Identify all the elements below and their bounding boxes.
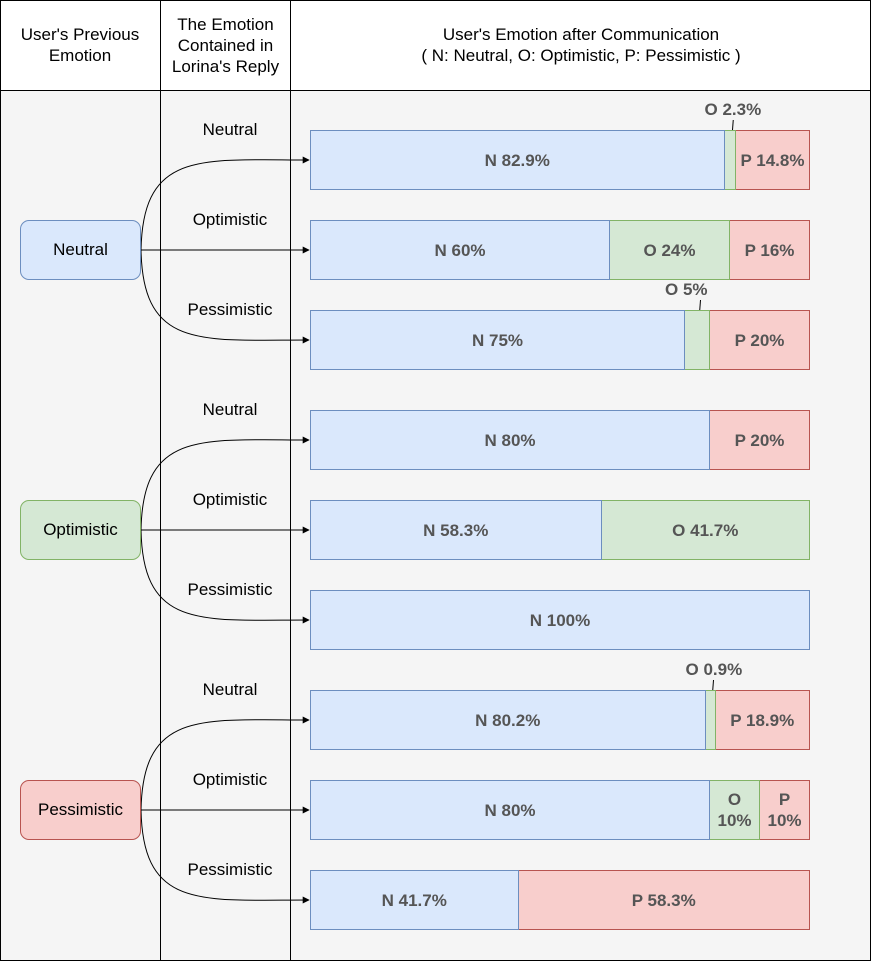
reply-label-optimistic: Optimistic: [192, 210, 268, 229]
bar-segment-pessimistic: P 20%: [710, 410, 810, 470]
bar-segment-pessimistic: P 18.9%: [715, 690, 810, 750]
state-optimistic: Optimistic: [20, 500, 141, 560]
bar-segment-optimistic: [685, 310, 710, 370]
bar-segment-label: N 82.9%: [484, 150, 550, 170]
bar-segment-label: N 80.2%: [475, 710, 541, 730]
arrow-pessimistic-to-pessimistic: [140, 809, 310, 904]
bar-segment-neutral: N 41.7%: [310, 870, 519, 930]
bar-segment-neutral: N 80.2%: [310, 690, 706, 750]
header-band: [0, 0, 871, 91]
header-after-emotion: User's Emotion after Communication ( N: …: [292, 0, 870, 90]
bar-segment-optimistic: [724, 130, 736, 190]
bar-segment-label: N 75%: [471, 330, 524, 350]
reply-label-neutral: Neutral: [202, 400, 258, 419]
bar-segment-pessimistic: P 58.3%: [518, 870, 810, 930]
bar-segment-optimistic: [705, 690, 716, 750]
bar-segment-neutral: N 82.9%: [310, 130, 725, 190]
header-after-title: User's Emotion after Communication: [442, 25, 720, 44]
reply-label-optimistic: Optimistic: [192, 490, 268, 509]
reply-label-optimistic: Optimistic: [192, 770, 268, 789]
bar-segment-label: P 14.8%: [740, 150, 805, 170]
header-previous-emotion: User's Previous Emotion: [20, 25, 140, 65]
segment-callout-label: O 0.9%: [685, 660, 743, 679]
bar-segment-neutral: N 58.3%: [310, 500, 602, 560]
bar-segment-pessimistic: P 16%: [730, 220, 810, 280]
bar-segment-pessimistic: P 10%: [760, 780, 810, 840]
arrow-neutral-to-pessimistic: [140, 249, 310, 344]
bar-segment-label: N 58.3%: [423, 520, 489, 540]
reply-label-neutral: Neutral: [202, 680, 258, 699]
bar-segment-pessimistic: P 20%: [710, 310, 810, 370]
bar-segment-label: N 80%: [484, 800, 536, 820]
bar-segment-label: N 41.7%: [381, 890, 447, 910]
segment-callout-label: O 5%: [665, 280, 708, 299]
state-neutral: Neutral: [20, 220, 141, 280]
bar-segment-label: P 18.9%: [730, 710, 795, 730]
reply-label-pessimistic: Pessimistic: [187, 860, 273, 879]
header-after-legend: ( N: Neutral, O: Optimistic, P: Pessimis…: [421, 46, 741, 65]
bar-segment-label: O 41.7%: [672, 520, 739, 540]
arrow-pessimistic-to-neutral: [140, 716, 310, 811]
bar-segment-label: O 24%: [643, 240, 696, 260]
bar-segment-optimistic: O 24%: [610, 220, 730, 280]
state-pessimistic: Pessimistic: [20, 780, 141, 840]
bar-segment-label: P 58.3%: [631, 890, 696, 910]
bar-segment-neutral: N 80%: [310, 780, 710, 840]
bar-segment-label: N 60%: [434, 240, 486, 260]
arrow-neutral-to-neutral: [140, 156, 310, 251]
bar-segment-label: O 10%: [717, 790, 752, 830]
header-reply-emotion: The Emotion Contained in Lorina's Reply: [171, 14, 280, 76]
bar-segment-pessimistic: P 14.8%: [736, 130, 810, 190]
bar-segment-label: N 80%: [484, 430, 536, 450]
segment-callout-label: O 2.3%: [704, 100, 762, 119]
transition-arrows: [140, 119, 734, 904]
bar-segment-neutral: N 75%: [310, 310, 685, 370]
bar-segment-optimistic: O 41.7%: [601, 500, 810, 560]
bar-segment-neutral: N 80%: [310, 410, 710, 470]
bar-segment-label: P 16%: [744, 240, 795, 260]
bar-segment-label: N 100%: [529, 610, 591, 630]
arrow-optimistic-to-pessimistic: [140, 529, 310, 624]
bar-segment-label: P 20%: [734, 330, 785, 350]
bar-segment-neutral: N 100%: [310, 590, 810, 650]
reply-label-neutral: Neutral: [202, 120, 258, 139]
reply-label-pessimistic: Pessimistic: [187, 580, 273, 599]
bar-segment-optimistic: O 10%: [710, 780, 760, 840]
bar-segment-neutral: N 60%: [310, 220, 610, 280]
bar-segment-label: P 20%: [734, 430, 785, 450]
arrow-optimistic-to-neutral: [140, 436, 310, 531]
reply-label-pessimistic: Pessimistic: [187, 300, 273, 319]
bar-segment-label: P 10%: [767, 790, 802, 830]
